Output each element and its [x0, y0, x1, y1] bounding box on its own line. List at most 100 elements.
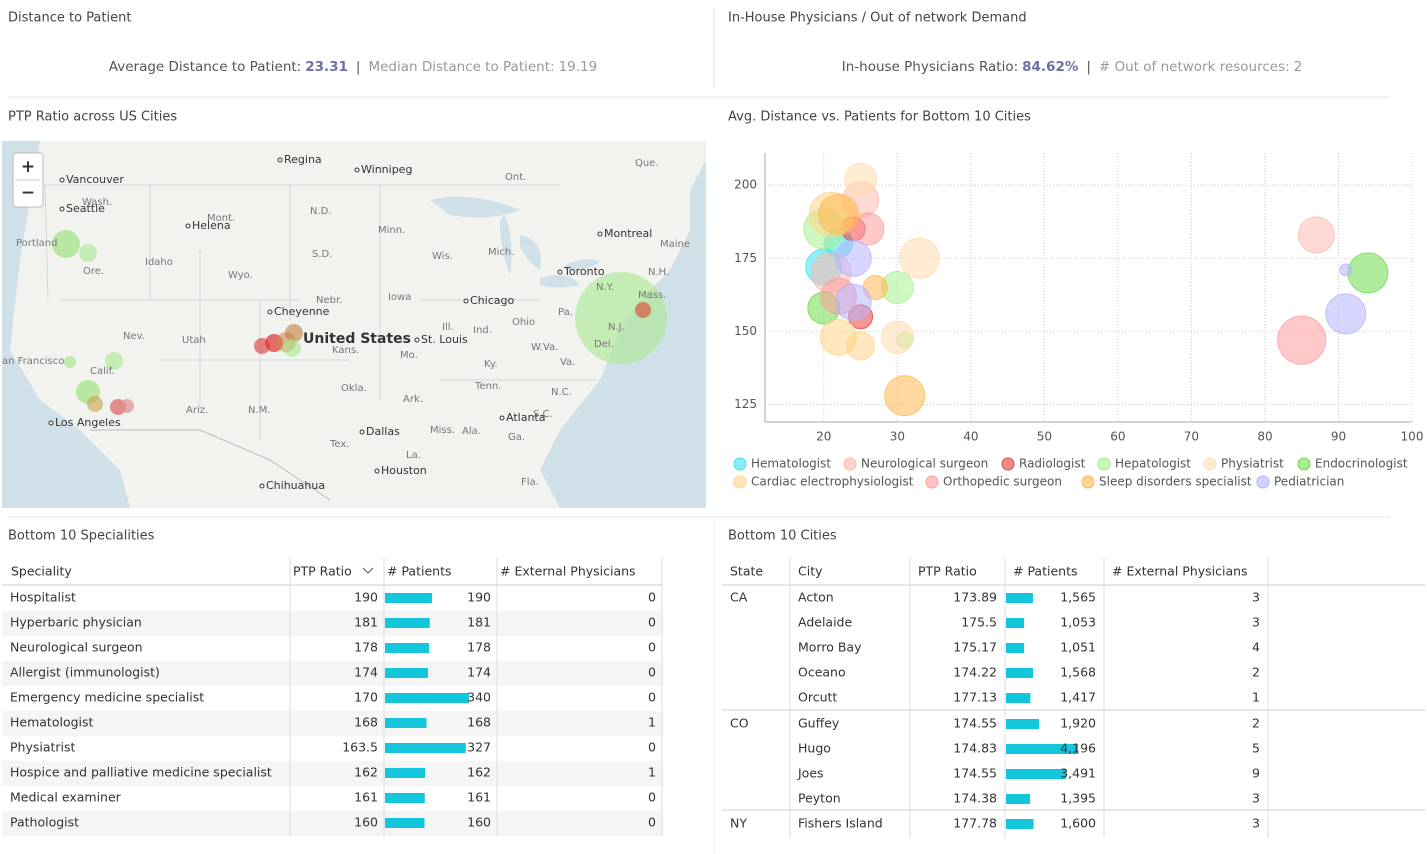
- cell: 173.89: [953, 590, 997, 605]
- x-tick-label: 30: [890, 430, 905, 444]
- cell: 162: [467, 765, 491, 780]
- map-bubble: [87, 396, 103, 412]
- cell: Hugo: [798, 741, 831, 756]
- region-label: an Francisco: [2, 356, 64, 367]
- region-label: Ark.: [403, 394, 423, 405]
- map-bubble: [79, 244, 97, 262]
- x-tick-label: 70: [1184, 430, 1199, 444]
- cell: 190: [354, 590, 378, 605]
- cell: 1: [648, 715, 656, 730]
- legend-label: Pediatrician: [1274, 475, 1344, 489]
- region-label: Mich.: [488, 247, 514, 258]
- city-label: Toronto: [563, 265, 605, 278]
- data-bar: [385, 718, 427, 728]
- data-bar: [385, 818, 425, 828]
- cell: 161: [354, 790, 378, 805]
- region-label: Ky.: [484, 359, 498, 370]
- kpi-label: Average Distance to Patient:: [109, 59, 301, 75]
- cell: 174: [354, 665, 378, 680]
- cell: Oceano: [798, 665, 846, 680]
- region-label: Ala.: [462, 426, 481, 437]
- city-dot: [499, 415, 505, 421]
- map-bubble: [120, 399, 134, 413]
- zoom-out[interactable]: −: [21, 183, 35, 203]
- region-label: Ind.: [473, 325, 492, 336]
- separator: |: [1086, 59, 1091, 75]
- column-header: PTP Ratio: [918, 564, 977, 579]
- region-label: Wyo.: [228, 270, 253, 281]
- panel-title: PTP Ratio across US Cities: [8, 110, 177, 125]
- panel-title: In-House Physicians / Out of network Dem…: [728, 11, 1027, 26]
- data-bar: [1006, 794, 1030, 804]
- zoom-in[interactable]: +: [21, 157, 35, 177]
- kpi-value: 19.19: [559, 59, 598, 75]
- region-label: N.C.: [551, 387, 572, 398]
- map-water: [540, 141, 706, 508]
- data-bar: [385, 768, 426, 778]
- region-label: N.D.: [310, 206, 332, 217]
- map-lakes: [430, 196, 600, 288]
- sort-indicator[interactable]: [362, 567, 374, 574]
- city-label: Cheyenne: [274, 305, 330, 318]
- city-dot: [59, 206, 65, 212]
- region-label: Fla.: [521, 477, 539, 488]
- cell: 174.38: [953, 791, 997, 806]
- cell: 178: [354, 640, 378, 655]
- cell: 3: [1252, 816, 1260, 831]
- region-label: Ore.: [83, 266, 104, 277]
- map-bubble: [283, 339, 301, 357]
- data-bar: [385, 743, 466, 753]
- city-dot: [354, 167, 360, 173]
- city-label: United States: [303, 331, 411, 347]
- region-label: Va.: [560, 357, 575, 368]
- column-header: PTP Ratio: [293, 564, 352, 579]
- map-water: [2, 141, 130, 508]
- data-bar: [385, 593, 432, 603]
- bubble: [834, 239, 872, 277]
- data-bar: [1006, 819, 1034, 829]
- city-dot: [259, 483, 265, 489]
- cell: 174: [467, 665, 491, 680]
- cell: 5: [1252, 741, 1260, 756]
- data-bar: [1006, 593, 1033, 603]
- kpi-value: 2: [1294, 59, 1303, 75]
- bubble: [1347, 252, 1389, 294]
- data-bar: [1006, 668, 1033, 678]
- column-header: State: [730, 564, 763, 579]
- cell: 181: [354, 615, 378, 630]
- legend-label: Cardiac electrophysiologist: [751, 475, 914, 489]
- cell: Morro Bay: [798, 640, 862, 655]
- cell: 177.78: [953, 816, 997, 831]
- cell: 2: [1252, 665, 1260, 680]
- x-tick-label: 90: [1331, 430, 1346, 444]
- legend-swatch: [1203, 457, 1217, 471]
- row-stripe: [2, 661, 662, 686]
- bubble: [1325, 293, 1367, 335]
- region-label: Ariz.: [186, 405, 208, 416]
- x-tick-label: 100: [1401, 430, 1424, 444]
- cell: 3,491: [1060, 766, 1096, 781]
- cell: 1,395: [1060, 791, 1096, 806]
- cell: Pathologist: [10, 815, 79, 830]
- region-label: Wis.: [432, 251, 453, 262]
- region-label: Okla.: [341, 383, 367, 394]
- region-label: Iowa: [388, 292, 411, 303]
- kpi-label: # Out of network resources:: [1099, 59, 1290, 75]
- legend-label: Radiologist: [1019, 457, 1086, 471]
- map-borders: [90, 429, 331, 501]
- row-stripe: [2, 761, 662, 786]
- legend-label: Neurological surgeon: [861, 457, 988, 471]
- kpi-label: Median Distance to Patient:: [368, 59, 554, 75]
- legend-label: Physiatrist: [1221, 457, 1284, 471]
- legend-label: Hepatologist: [1115, 457, 1191, 471]
- region-label: Ill.: [442, 322, 454, 333]
- city-label: Vancouver: [66, 173, 124, 186]
- data-bar: [385, 643, 429, 653]
- panel-title: Bottom 10 Specialities: [8, 529, 155, 544]
- cell: Acton: [798, 590, 834, 605]
- cell: 9: [1252, 766, 1260, 781]
- city-dot: [374, 468, 380, 474]
